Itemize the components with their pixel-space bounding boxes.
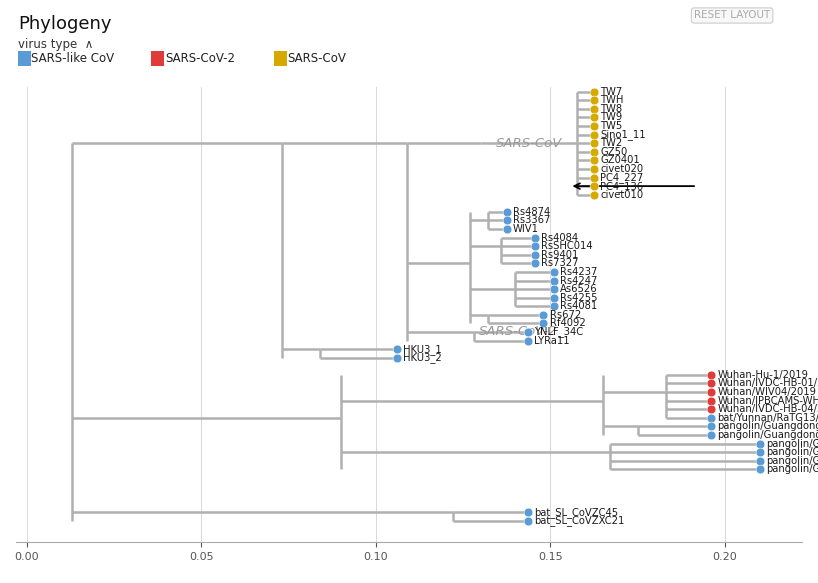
Point [753,439,766,448]
Text: Rs4237: Rs4237 [560,267,597,277]
Point [547,276,560,285]
Point [587,164,600,174]
Text: Phylogeny: Phylogeny [18,15,111,33]
Text: SARS-CoV: SARS-CoV [288,52,346,65]
Text: RESET LAYOUT: RESET LAYOUT [694,10,771,20]
Point [753,447,766,456]
Point [521,336,534,345]
Point [521,516,534,525]
Point [587,173,600,182]
Text: TW2: TW2 [600,138,622,148]
Point [587,130,600,139]
Text: Rs4084: Rs4084 [541,233,578,243]
Text: virus type  ∧: virus type ∧ [18,38,93,51]
Point [587,139,600,148]
Text: pangolin/Guangdong/P2S/2019: pangolin/Guangdong/P2S/2019 [717,430,818,440]
Point [390,353,403,363]
Point [587,96,600,105]
Text: TW7: TW7 [600,87,622,97]
Point [521,327,534,336]
Point [587,190,600,199]
Text: YNLF_34C: YNLF_34C [534,326,583,338]
Point [547,285,560,294]
Point [528,250,542,259]
Text: PC4_227: PC4_227 [600,172,644,183]
Text: SARS-CoV-2: SARS-CoV-2 [479,325,557,339]
Point [537,310,550,319]
Text: Wuhan/IVDC-HB-04/2020: Wuhan/IVDC-HB-04/2020 [717,404,818,414]
Text: bat_SL_CoVZC45: bat_SL_CoVZC45 [534,507,618,518]
Text: civet010: civet010 [600,189,644,200]
Text: Rs4247: Rs4247 [560,276,597,286]
Point [547,301,560,311]
Point [587,113,600,122]
Point [537,319,550,328]
Point [704,370,717,380]
Text: TW9: TW9 [600,113,622,122]
Text: Rs4255: Rs4255 [560,293,598,303]
Point [500,216,513,225]
Text: As6526: As6526 [560,284,598,294]
Point [587,181,600,191]
Point [587,156,600,165]
Text: Rf4092: Rf4092 [550,318,586,328]
Text: SARS-like CoV: SARS-like CoV [31,52,115,65]
Point [587,104,600,114]
Point [528,241,542,251]
Text: pangolin/Guangxi/P4L/: pangolin/Guangxi/P4L/ [766,447,818,457]
Text: bat/Yunnan/RaTG13/2013: bat/Yunnan/RaTG13/2013 [717,413,818,423]
Text: HKU3_2: HKU3_2 [403,352,442,363]
Text: Rs4081: Rs4081 [560,301,597,311]
Point [704,405,717,414]
Point [704,422,717,431]
Text: PC4_136: PC4_136 [600,181,644,192]
Point [500,207,513,216]
Point [521,507,534,517]
Point [704,396,717,405]
Point [547,267,560,276]
Point [753,465,766,474]
Text: bat_SL_CoVZXC21: bat_SL_CoVZXC21 [534,515,624,526]
Point [587,147,600,156]
Point [704,379,717,388]
Text: WIV1: WIV1 [513,224,539,234]
Text: TW8: TW8 [600,104,622,114]
Text: Wuhan/WIV04/2019: Wuhan/WIV04/2019 [717,387,816,397]
Text: TWH: TWH [600,95,623,106]
Text: HKU3_1: HKU3_1 [403,344,442,354]
Text: Wuhan-Hu-1/2019: Wuhan-Hu-1/2019 [717,370,808,380]
Point [704,387,717,396]
Point [587,87,600,96]
Text: Rs672: Rs672 [550,310,581,320]
Point [704,413,717,423]
Point [753,456,766,465]
Point [528,233,542,243]
Point [528,259,542,268]
Point [500,224,513,234]
Point [587,121,600,131]
Text: Wuhan/IVDC-HB-01/2019: Wuhan/IVDC-HB-01/2019 [717,378,818,388]
Text: pangolin/Guangxi/P5L/: pangolin/Guangxi/P5L/ [766,456,818,466]
Text: Sino1_11: Sino1_11 [600,129,646,140]
Point [704,430,717,440]
Text: SARS-CoV: SARS-CoV [497,137,563,150]
Point [547,293,560,303]
Text: pangolin/Guangxi/P5E/: pangolin/Guangxi/P5E/ [766,438,818,448]
Text: civet020: civet020 [600,164,644,174]
Text: pangolin/Guangxi/P1E/: pangolin/Guangxi/P1E/ [766,464,818,474]
Text: Rs9401: Rs9401 [541,250,578,260]
Text: RsSHC014: RsSHC014 [541,241,592,251]
Text: Wuhan/IPBCAMS-WH-01/2019: Wuhan/IPBCAMS-WH-01/2019 [717,396,818,406]
Text: LYRa11: LYRa11 [534,336,569,346]
Text: Rs7327: Rs7327 [541,258,578,268]
Text: SARS-CoV-2: SARS-CoV-2 [164,52,235,65]
Text: Rs3367: Rs3367 [513,216,551,226]
Text: TW5: TW5 [600,121,622,131]
Text: GZ0401: GZ0401 [600,156,640,166]
Text: pangolin/Guangdong/1/2020: pangolin/Guangdong/1/2020 [717,422,818,431]
Text: Rs4874: Rs4874 [513,207,551,217]
Point [390,345,403,354]
Text: GZ50: GZ50 [600,147,627,157]
